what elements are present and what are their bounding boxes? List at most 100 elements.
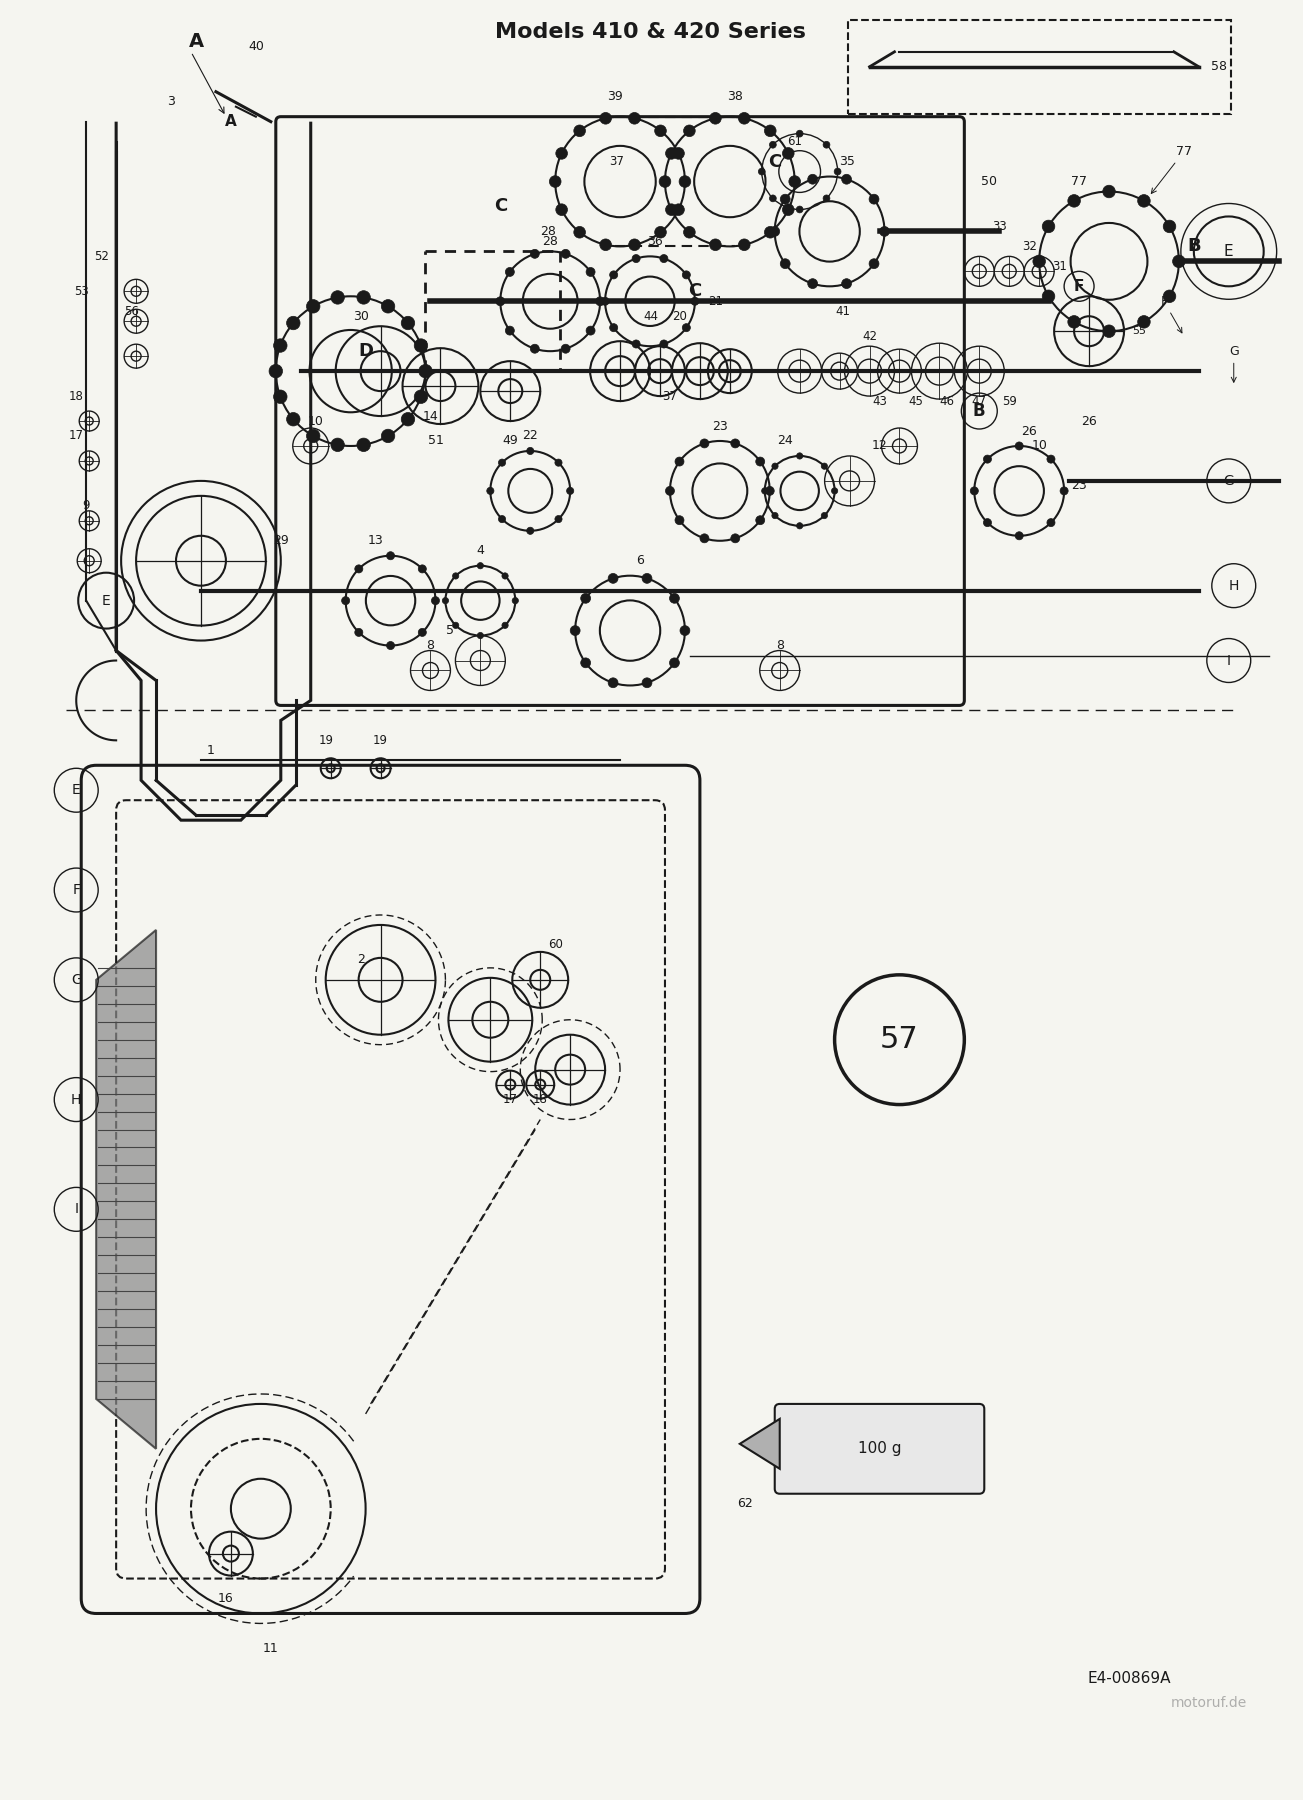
Text: 21: 21 <box>709 295 723 308</box>
Circle shape <box>487 488 494 495</box>
Circle shape <box>765 486 774 495</box>
Text: 28: 28 <box>541 225 556 238</box>
Text: 37: 37 <box>662 389 678 403</box>
Text: 52: 52 <box>94 250 108 263</box>
Circle shape <box>1164 220 1175 232</box>
Circle shape <box>573 124 585 137</box>
Text: 40: 40 <box>248 40 263 54</box>
Text: 8: 8 <box>775 639 783 652</box>
Circle shape <box>1061 486 1068 495</box>
Circle shape <box>382 299 395 313</box>
Circle shape <box>1042 290 1055 302</box>
Text: A: A <box>189 32 203 52</box>
Circle shape <box>506 326 515 335</box>
Text: 18: 18 <box>69 389 83 403</box>
Circle shape <box>331 290 344 304</box>
Text: 58: 58 <box>1210 59 1227 74</box>
Text: F: F <box>1161 295 1182 333</box>
Circle shape <box>287 412 300 427</box>
Circle shape <box>659 340 668 347</box>
Text: 23: 23 <box>1071 479 1087 493</box>
Text: 42: 42 <box>863 329 877 342</box>
Text: 28: 28 <box>542 236 558 248</box>
Circle shape <box>496 297 504 306</box>
Text: 37: 37 <box>610 155 624 167</box>
Polygon shape <box>740 1418 779 1469</box>
Circle shape <box>780 259 790 268</box>
Circle shape <box>835 976 964 1105</box>
Text: H: H <box>1229 578 1239 592</box>
Text: 44: 44 <box>644 310 658 322</box>
Text: B: B <box>1187 238 1200 256</box>
Circle shape <box>555 515 562 522</box>
Circle shape <box>666 486 675 495</box>
Text: E: E <box>1224 243 1234 259</box>
Text: C: C <box>767 153 782 171</box>
Circle shape <box>1042 220 1055 232</box>
Circle shape <box>654 227 666 238</box>
Text: 26: 26 <box>1081 414 1097 428</box>
Circle shape <box>869 259 880 268</box>
Circle shape <box>771 463 778 470</box>
Text: 77: 77 <box>1152 146 1192 193</box>
Circle shape <box>808 175 817 184</box>
Circle shape <box>562 250 571 259</box>
Circle shape <box>672 203 684 216</box>
Text: I: I <box>74 1202 78 1217</box>
Circle shape <box>357 437 370 452</box>
Text: 11: 11 <box>263 1642 279 1654</box>
Text: H: H <box>72 1093 81 1107</box>
Circle shape <box>573 227 585 238</box>
Text: 49: 49 <box>503 434 519 448</box>
Circle shape <box>556 148 568 158</box>
Circle shape <box>599 239 611 250</box>
Circle shape <box>512 598 519 603</box>
Text: 30: 30 <box>353 310 369 322</box>
Text: 53: 53 <box>74 284 89 297</box>
Circle shape <box>341 596 349 605</box>
Circle shape <box>452 572 459 580</box>
Circle shape <box>782 203 794 216</box>
Text: 17: 17 <box>503 1093 517 1105</box>
Circle shape <box>530 344 539 353</box>
Circle shape <box>659 176 671 187</box>
Circle shape <box>268 364 283 378</box>
Text: 62: 62 <box>737 1498 753 1510</box>
Circle shape <box>971 486 979 495</box>
Text: 45: 45 <box>908 394 923 407</box>
Circle shape <box>683 324 691 331</box>
Text: E4-00869A: E4-00869A <box>1087 1670 1170 1687</box>
Circle shape <box>1068 194 1080 207</box>
Text: 77: 77 <box>1071 175 1087 187</box>
Circle shape <box>782 148 794 158</box>
Circle shape <box>562 344 571 353</box>
Text: E: E <box>102 594 111 608</box>
Text: 16: 16 <box>218 1591 233 1606</box>
Circle shape <box>628 239 640 250</box>
Circle shape <box>808 279 817 288</box>
Circle shape <box>984 518 992 527</box>
Text: 20: 20 <box>672 310 688 322</box>
Circle shape <box>788 176 800 187</box>
Circle shape <box>477 632 483 639</box>
Text: 29: 29 <box>272 535 289 547</box>
Text: 61: 61 <box>787 135 803 148</box>
Circle shape <box>642 679 652 688</box>
Text: 57: 57 <box>880 1026 919 1055</box>
Text: 56: 56 <box>124 304 138 319</box>
Circle shape <box>831 488 838 493</box>
Circle shape <box>306 299 321 313</box>
Text: 36: 36 <box>648 236 663 248</box>
Text: G: G <box>1224 473 1234 488</box>
Circle shape <box>683 270 691 279</box>
Circle shape <box>823 142 830 148</box>
Circle shape <box>609 574 618 583</box>
Circle shape <box>771 513 778 518</box>
Circle shape <box>672 148 684 158</box>
Text: 12: 12 <box>872 439 887 452</box>
Circle shape <box>387 641 395 650</box>
Circle shape <box>306 428 321 443</box>
Circle shape <box>610 270 618 279</box>
Circle shape <box>502 623 508 628</box>
Circle shape <box>556 203 568 216</box>
